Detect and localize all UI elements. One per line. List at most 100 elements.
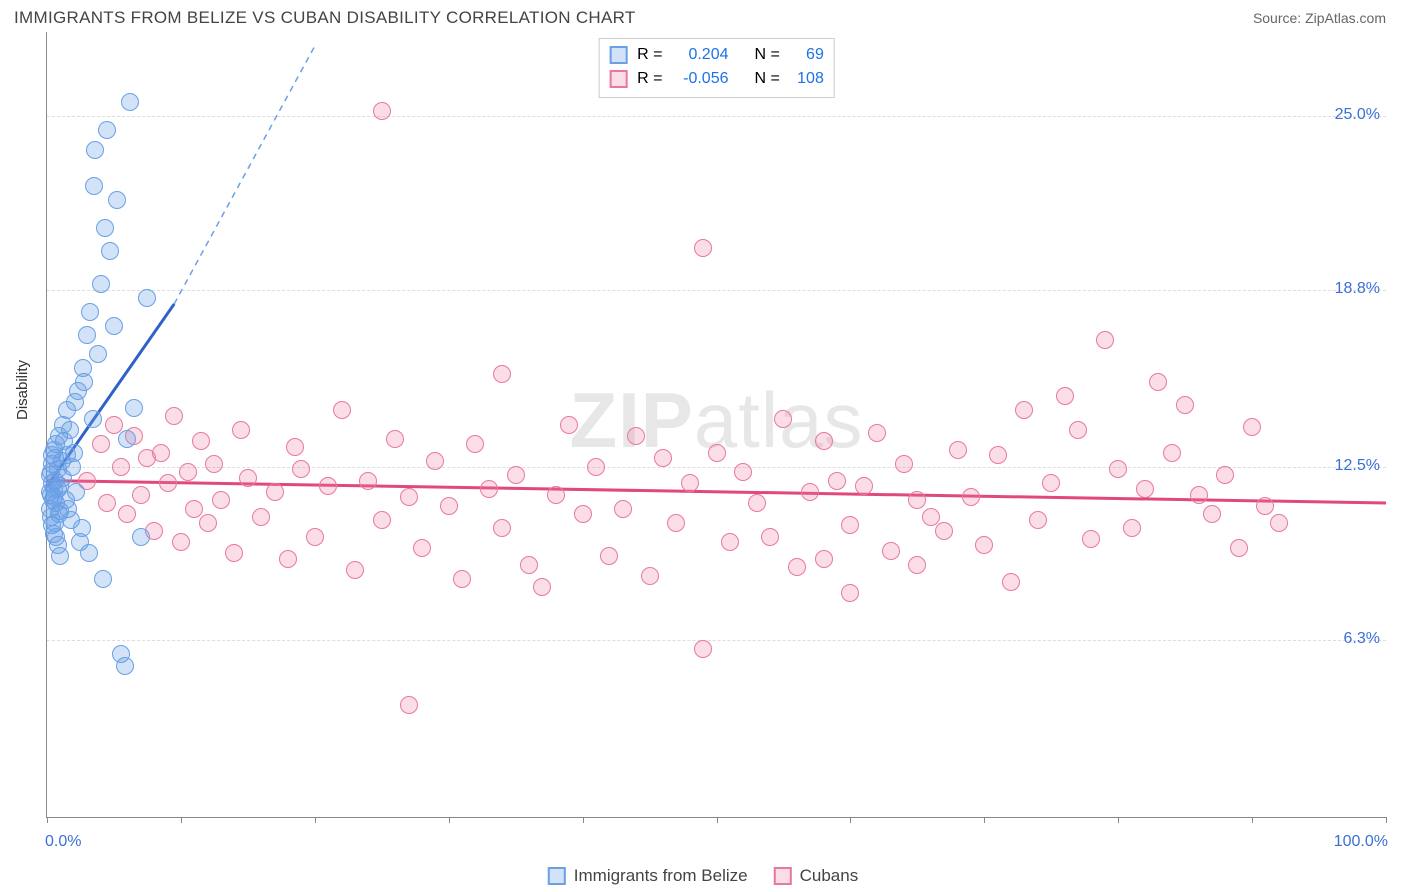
x-tick (47, 817, 48, 823)
x-tick (984, 817, 985, 823)
point-cubans (520, 556, 538, 574)
point-cubans (205, 455, 223, 473)
point-cubans (801, 483, 819, 501)
point-belize (138, 289, 156, 307)
point-cubans (774, 410, 792, 428)
x-tick (1386, 817, 1387, 823)
point-cubans (895, 455, 913, 473)
point-cubans (165, 407, 183, 425)
point-cubans (734, 463, 752, 481)
swatch-belize (609, 46, 627, 64)
point-cubans (1243, 418, 1261, 436)
point-cubans (132, 486, 150, 504)
stats-row-cubans: R = -0.056 N = 108 (609, 67, 824, 91)
point-cubans (279, 550, 297, 568)
x-tick (315, 817, 316, 823)
point-belize (45, 480, 63, 498)
point-cubans (587, 458, 605, 476)
point-belize (86, 141, 104, 159)
point-belize (125, 399, 143, 417)
point-cubans (92, 435, 110, 453)
point-cubans (400, 696, 418, 714)
point-cubans (600, 547, 618, 565)
swatch-cubans (774, 867, 792, 885)
r-value-belize: 0.204 (673, 43, 729, 67)
point-cubans (1203, 505, 1221, 523)
point-cubans (841, 584, 859, 602)
point-cubans (413, 539, 431, 557)
point-cubans (949, 441, 967, 459)
point-cubans (185, 500, 203, 518)
point-cubans (1230, 539, 1248, 557)
gridline-h (47, 467, 1386, 468)
point-cubans (112, 458, 130, 476)
plot-area: ZIPatlas 6.3%12.5%18.8%25.0% R = 0.204 N… (46, 32, 1386, 818)
point-cubans (333, 401, 351, 419)
point-belize (43, 446, 61, 464)
point-belize (84, 410, 102, 428)
point-belize (96, 219, 114, 237)
point-cubans (815, 432, 833, 450)
point-cubans (252, 508, 270, 526)
point-cubans (1256, 497, 1274, 515)
y-tick-label: 18.8% (1335, 280, 1380, 298)
point-cubans (1163, 444, 1181, 462)
point-cubans (306, 528, 324, 546)
point-cubans (855, 477, 873, 495)
point-belize (108, 191, 126, 209)
point-cubans (373, 511, 391, 529)
point-cubans (962, 488, 980, 506)
point-cubans (1069, 421, 1087, 439)
x-max-label: 100.0% (1334, 833, 1388, 851)
point-cubans (212, 491, 230, 509)
point-cubans (922, 508, 940, 526)
n-value-cubans: 108 (790, 67, 824, 91)
point-cubans (681, 474, 699, 492)
point-cubans (493, 519, 511, 537)
point-cubans (386, 430, 404, 448)
point-belize (75, 373, 93, 391)
point-cubans (989, 446, 1007, 464)
point-belize (118, 430, 136, 448)
point-belize (73, 519, 91, 537)
bottom-legend: Immigrants from Belize Cubans (548, 866, 858, 886)
legend-item-belize: Immigrants from Belize (548, 866, 748, 886)
chart-source: Source: ZipAtlas.com (1253, 10, 1386, 26)
x-tick (583, 817, 584, 823)
point-cubans (199, 514, 217, 532)
gridline-h (47, 116, 1386, 117)
point-cubans (286, 438, 304, 456)
point-belize (85, 177, 103, 195)
x-tick (1252, 817, 1253, 823)
swatch-cubans (609, 70, 627, 88)
point-cubans (908, 491, 926, 509)
point-cubans (1136, 480, 1154, 498)
point-cubans (426, 452, 444, 470)
point-cubans (266, 483, 284, 501)
point-belize (132, 528, 150, 546)
point-cubans (868, 424, 886, 442)
legend-label-cubans: Cubans (800, 866, 859, 886)
point-cubans (507, 466, 525, 484)
point-cubans (882, 542, 900, 560)
stats-legend: R = 0.204 N = 69 R = -0.056 N = 108 (598, 38, 835, 98)
point-cubans (1216, 466, 1234, 484)
point-cubans (400, 488, 418, 506)
point-cubans (828, 472, 846, 490)
point-cubans (105, 416, 123, 434)
point-cubans (359, 472, 377, 490)
point-belize (116, 657, 134, 675)
point-cubans (667, 514, 685, 532)
point-cubans (694, 239, 712, 257)
point-cubans (560, 416, 578, 434)
point-cubans (225, 544, 243, 562)
point-cubans (841, 516, 859, 534)
point-cubans (1270, 514, 1288, 532)
r-label: R = (637, 67, 662, 91)
point-cubans (547, 486, 565, 504)
point-belize (81, 303, 99, 321)
point-cubans (533, 578, 551, 596)
swatch-belize (548, 867, 566, 885)
point-cubans (1109, 460, 1127, 478)
point-cubans (694, 640, 712, 658)
